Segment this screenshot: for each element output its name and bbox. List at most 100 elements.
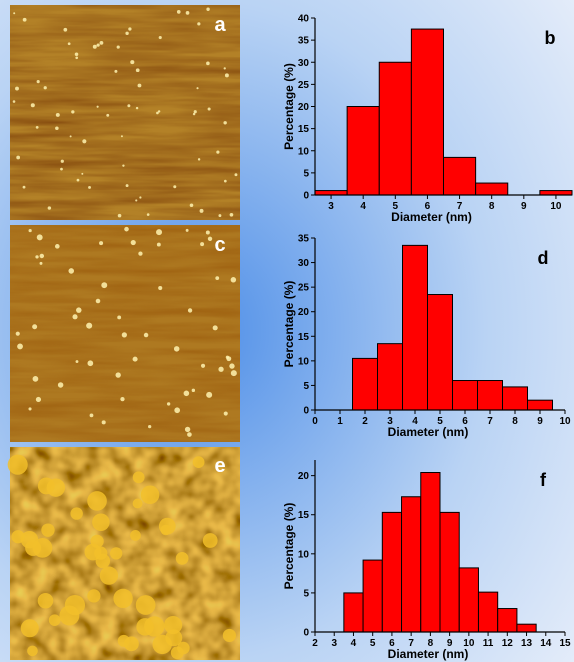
particle xyxy=(29,229,32,232)
bar xyxy=(363,560,382,632)
x-tick-label: 8 xyxy=(489,201,495,212)
particle xyxy=(173,185,176,188)
particle xyxy=(28,407,31,410)
bar xyxy=(353,358,378,410)
particle xyxy=(126,184,129,187)
particle xyxy=(25,540,41,556)
y-tick-label: 5 xyxy=(303,381,309,392)
x-tick-label: 2 xyxy=(312,638,318,649)
particle xyxy=(55,126,59,130)
particle xyxy=(224,411,228,415)
particle xyxy=(93,45,97,49)
y-tick-label: 20 xyxy=(298,307,310,318)
x-tick-label: 10 xyxy=(559,416,571,427)
particle xyxy=(230,213,234,217)
particle xyxy=(229,363,234,368)
bar xyxy=(528,400,553,410)
particle xyxy=(197,22,200,25)
figure: ace 0510152025303540345678910Diameter (n… xyxy=(0,0,574,662)
particle xyxy=(144,333,149,338)
particle xyxy=(136,618,154,636)
particle xyxy=(193,456,205,468)
y-tick-label: 20 xyxy=(298,102,310,113)
particle xyxy=(114,70,117,73)
bar xyxy=(382,512,401,632)
panel-label: d xyxy=(538,248,549,268)
y-tick-label: 0 xyxy=(303,628,309,639)
particle xyxy=(135,199,137,201)
particle xyxy=(40,254,44,258)
x-tick-label: 13 xyxy=(521,638,533,649)
x-tick-label: 3 xyxy=(331,638,337,649)
particle xyxy=(124,636,139,651)
particle xyxy=(88,186,91,189)
bar xyxy=(428,295,453,410)
particle xyxy=(224,180,227,183)
y-tick-label: 10 xyxy=(298,356,310,367)
particle xyxy=(23,186,26,189)
x-tick-label: 9 xyxy=(521,201,527,212)
particle xyxy=(136,107,138,109)
particle xyxy=(48,206,51,209)
y-tick-label: 25 xyxy=(298,80,310,91)
particle xyxy=(58,382,63,387)
y-tick-label: 10 xyxy=(298,549,310,560)
particle xyxy=(68,42,71,45)
bar xyxy=(344,593,363,632)
particle xyxy=(113,589,132,608)
particle xyxy=(187,432,192,437)
particle xyxy=(206,62,210,66)
particle xyxy=(76,360,79,363)
particle xyxy=(158,286,162,290)
particle xyxy=(97,106,99,108)
particle xyxy=(190,203,194,207)
particle xyxy=(27,646,38,657)
particle xyxy=(200,242,204,246)
particle xyxy=(15,87,19,91)
particle xyxy=(133,471,145,483)
particle xyxy=(153,635,172,654)
particle xyxy=(92,513,110,531)
particle xyxy=(102,420,106,424)
x-tick-label: 11 xyxy=(483,638,494,649)
bar xyxy=(421,473,440,632)
particle xyxy=(38,593,54,609)
particle xyxy=(231,370,237,376)
particle xyxy=(81,173,83,175)
particle xyxy=(47,478,65,496)
y-tick-label: 25 xyxy=(298,283,310,294)
bar xyxy=(498,609,517,632)
particle xyxy=(8,455,28,475)
afm-texture xyxy=(10,5,240,220)
x-tick-label: 14 xyxy=(540,638,552,649)
particle xyxy=(148,425,151,428)
y-axis-label: Percentage (%) xyxy=(282,503,296,590)
particle xyxy=(16,332,20,336)
particle xyxy=(157,243,161,247)
particle xyxy=(133,498,143,508)
particle xyxy=(156,229,162,235)
particle xyxy=(121,135,123,137)
bar xyxy=(440,512,459,632)
y-tick-label: 5 xyxy=(303,588,309,599)
particle xyxy=(124,227,129,232)
particle xyxy=(40,262,43,265)
particle xyxy=(90,413,94,417)
particle xyxy=(36,126,39,129)
particle xyxy=(11,530,24,543)
particle xyxy=(37,234,43,240)
bar xyxy=(476,183,508,195)
particle xyxy=(198,158,200,160)
particle xyxy=(82,139,86,143)
particle xyxy=(33,376,39,382)
y-tick-label: 35 xyxy=(298,234,310,245)
particle xyxy=(216,151,219,154)
particle xyxy=(120,397,124,401)
particle xyxy=(96,299,101,304)
particle xyxy=(213,325,218,330)
particle xyxy=(158,110,160,112)
particle xyxy=(127,104,130,107)
particle xyxy=(194,110,197,113)
particle xyxy=(226,356,231,361)
particle xyxy=(176,552,189,565)
